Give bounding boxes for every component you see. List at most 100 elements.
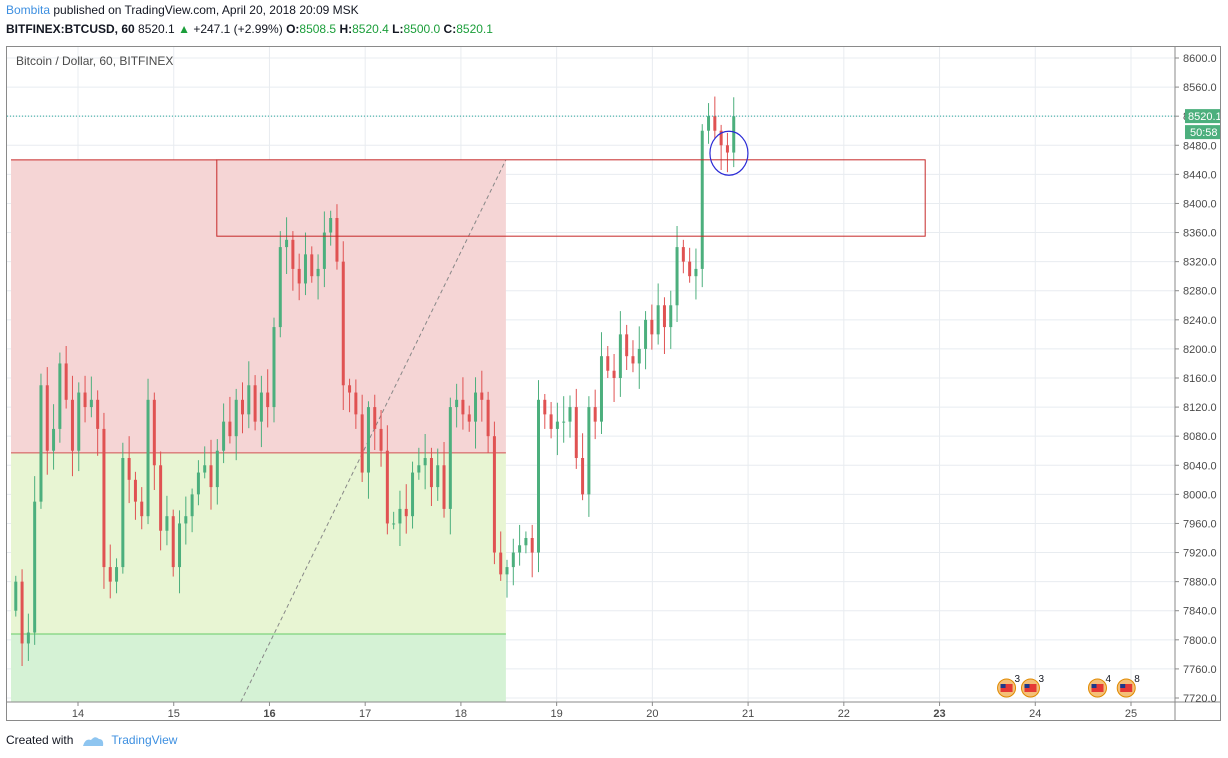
y-tick-label-0: 7720.0 [1183, 693, 1217, 705]
candle-body [518, 545, 522, 553]
y-tick-label-9: 8080.0 [1183, 431, 1217, 443]
candle-93 [599, 332, 603, 434]
candle-18 [127, 436, 131, 504]
candle-38 [253, 375, 257, 431]
x-tick-label-8: 22 [838, 708, 850, 720]
candle-body [555, 421, 559, 429]
x-tick-label-0: 14 [72, 708, 84, 720]
candle-36 [240, 382, 244, 434]
candle-58 [379, 410, 383, 467]
candle-body [593, 407, 597, 422]
candle-body [83, 392, 87, 408]
candle-74 [480, 370, 484, 422]
candle-body [398, 508, 402, 524]
candle-49 [322, 211, 326, 288]
candle-17 [121, 442, 125, 574]
high-label: H: [339, 22, 353, 36]
candle-14 [102, 412, 106, 589]
candle-4 [39, 373, 43, 509]
candle-31 [209, 439, 213, 510]
tradingview-logo-icon[interactable] [81, 734, 105, 748]
candle-body [159, 465, 163, 531]
candle-body [316, 268, 320, 277]
candle-71 [461, 377, 465, 430]
x-tick-label-9: 23 [933, 708, 945, 720]
candle-81 [524, 531, 528, 554]
last-price-label: 8520.1 [1188, 111, 1220, 123]
candlestick-chart[interactable]: 7720.0 7760.0 7800.0 7840.0 7880.0 7920.0 7960… [7, 47, 1220, 720]
candle-body [89, 399, 93, 408]
candle-60 [392, 511, 396, 530]
target-zone [10, 159, 506, 453]
candle-103 [662, 297, 666, 354]
candle-64 [417, 447, 421, 480]
candle-11 [83, 375, 87, 423]
close-label: C: [443, 22, 457, 36]
candle-76 [492, 421, 496, 565]
candle-89 [574, 388, 578, 469]
y-tick-label-7: 8000.0 [1183, 489, 1217, 501]
y-tick-label-15: 8320.0 [1183, 257, 1217, 269]
symbol-info: BITFINEX:BTCUSD, 60 8520.1 ▲ +247.1 (+2.… [6, 22, 493, 36]
candle-9 [70, 375, 74, 477]
author-link[interactable]: Bombita [6, 3, 51, 17]
candle-27 [184, 496, 188, 545]
candle-body [203, 465, 207, 473]
candle-body [455, 399, 459, 408]
candle-43 [285, 217, 289, 274]
candle-37 [247, 361, 251, 429]
event-flag-canton-0 [1000, 684, 1006, 688]
candle-body [486, 399, 490, 437]
y-tick-label-4: 7880.0 [1183, 577, 1217, 589]
candle-79 [511, 538, 515, 586]
y-tick-label-21: 8560.0 [1183, 82, 1217, 94]
candle-68 [442, 442, 446, 518]
candle-94 [606, 346, 610, 378]
y-tick-label-3: 7840.0 [1183, 606, 1217, 618]
candle-69 [448, 397, 452, 535]
open-value: 8508.5 [299, 22, 337, 36]
candle-body [285, 239, 289, 248]
candle-75 [486, 391, 490, 453]
candle-body [480, 392, 484, 400]
candle-body [644, 319, 648, 349]
y-tick-label-18: 8440.0 [1183, 169, 1217, 181]
candle-body [725, 145, 729, 153]
candle-body [536, 399, 540, 553]
candle-body [694, 268, 698, 277]
candle-body [335, 218, 339, 262]
candle-90 [581, 433, 585, 501]
tradingview-link[interactable]: TradingView [111, 733, 178, 747]
x-tick-label-10: 24 [1029, 708, 1041, 720]
candle-body [700, 130, 704, 269]
candle-63 [411, 461, 415, 529]
candle-92 [593, 389, 597, 440]
y-tick-label-12: 8200.0 [1183, 344, 1217, 356]
candle-body [14, 581, 18, 611]
candle-body [64, 363, 68, 400]
x-tick-label-6: 20 [646, 708, 658, 720]
candle-body [436, 465, 440, 488]
candle-body [631, 356, 635, 364]
candle-body [127, 458, 131, 480]
candle-50 [329, 210, 333, 246]
candle-body [656, 305, 660, 335]
stop-zone [10, 452, 506, 634]
candle-body [606, 356, 610, 371]
candle-body [707, 116, 711, 131]
candle-body [637, 348, 641, 364]
trend-dashed-line [240, 159, 507, 703]
candle-body [171, 516, 175, 568]
close-value: 8520.1 [456, 22, 493, 36]
candle-97 [625, 324, 629, 370]
change-arrow-icon: ▲ [178, 22, 190, 36]
candle-23 [159, 451, 163, 551]
candle-102 [656, 283, 660, 345]
candle-87 [562, 396, 566, 443]
candle-body [688, 261, 692, 277]
candle-body [52, 428, 56, 451]
chart-frame[interactable]: 7720.0 7760.0 7800.0 7840.0 7880.0 7920.0 7960… [6, 46, 1221, 721]
candle-107 [688, 247, 692, 283]
event-flag-canton-1 [1024, 684, 1030, 688]
candle-body [190, 494, 194, 517]
